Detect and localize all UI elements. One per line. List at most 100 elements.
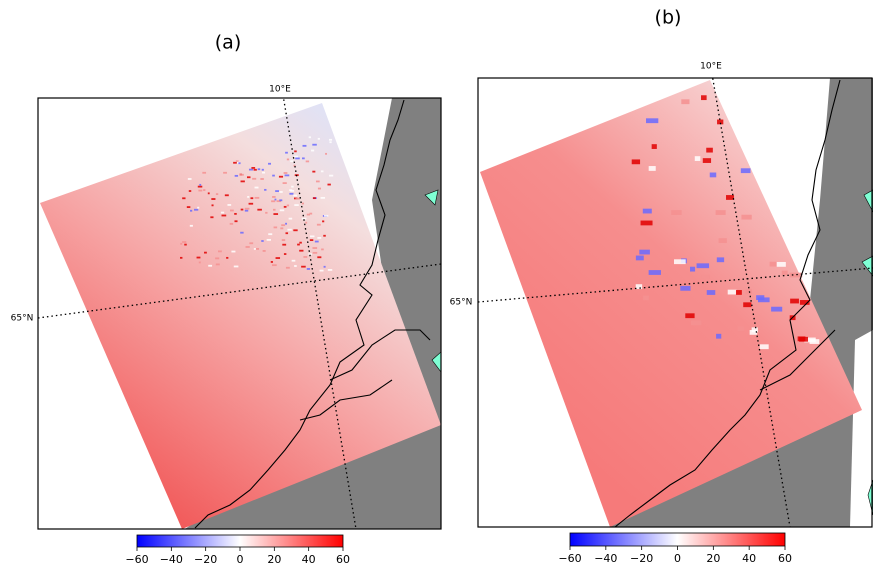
colorbar-tick-label: −20 [194, 553, 217, 566]
texture [262, 250, 266, 252]
texture [306, 268, 311, 270]
texture [199, 183, 202, 186]
colorbar-tick-label: 40 [742, 552, 756, 565]
texture [741, 214, 752, 220]
texture [251, 167, 256, 169]
texture [651, 144, 657, 149]
texture [279, 209, 285, 212]
texture [254, 186, 259, 189]
colorbar-ramp [569, 532, 786, 547]
texture [301, 202, 304, 205]
texture [639, 249, 650, 255]
texture [312, 170, 316, 173]
texture [301, 217, 307, 220]
texture [248, 168, 254, 171]
texture [286, 204, 290, 207]
texture [234, 212, 237, 215]
texture [312, 247, 318, 249]
texture [726, 195, 735, 200]
texture [317, 187, 321, 190]
texture [701, 95, 707, 101]
texture [297, 243, 300, 246]
texture [188, 190, 192, 192]
texture [268, 162, 272, 165]
texture [275, 257, 281, 259]
texture [266, 238, 271, 241]
texture [640, 220, 653, 226]
texture [285, 232, 289, 235]
texture [272, 264, 277, 267]
texture [756, 295, 765, 301]
texture [308, 136, 311, 139]
texture [197, 185, 203, 188]
texture [226, 256, 229, 259]
texture [284, 174, 290, 177]
map-b [478, 78, 873, 527]
texture [273, 213, 279, 215]
texture [324, 214, 329, 217]
texture [631, 159, 641, 165]
texture [745, 289, 752, 295]
texture [215, 263, 220, 266]
texture [281, 224, 286, 227]
lon-label: 10°E [700, 62, 722, 72]
texture [301, 265, 306, 268]
texture [211, 204, 214, 207]
texture [305, 221, 308, 224]
texture [261, 240, 264, 242]
texture [743, 302, 752, 308]
texture [317, 237, 322, 239]
coastline [759, 329, 836, 391]
texture [317, 137, 320, 140]
texture [287, 228, 292, 231]
texture [740, 168, 751, 174]
texture [281, 239, 286, 241]
texture [799, 300, 810, 305]
texture [293, 194, 297, 197]
texture [309, 212, 313, 215]
texture [717, 119, 724, 125]
texture [190, 209, 193, 212]
texture [221, 214, 227, 217]
texture [293, 229, 298, 232]
texture [735, 290, 742, 295]
texture [194, 208, 199, 211]
colorbar-tick-label: −60 [558, 552, 581, 565]
texture [685, 313, 695, 319]
texture [306, 213, 311, 216]
panel-title: (b) [655, 7, 682, 29]
texture [283, 172, 288, 174]
texture [276, 200, 282, 203]
texture [716, 257, 725, 263]
colorbar-tick-label: 20 [706, 552, 720, 565]
texture [272, 174, 275, 177]
texture [283, 253, 287, 255]
texture [286, 158, 290, 161]
texture [769, 261, 777, 267]
texture [635, 284, 643, 290]
colorbar-ramp [136, 534, 344, 548]
texture [299, 241, 302, 244]
texture [325, 152, 327, 155]
texture [799, 336, 809, 342]
texture [260, 178, 264, 180]
texture [709, 172, 717, 178]
texture [186, 206, 191, 208]
colorbar-tick-label: −40 [160, 553, 183, 566]
texture [718, 238, 727, 244]
texture [309, 239, 314, 242]
swath [480, 80, 862, 527]
texture [312, 197, 316, 200]
texture [224, 194, 229, 197]
texture [239, 173, 244, 176]
texture [257, 168, 261, 171]
texture [233, 161, 237, 164]
texture [329, 174, 334, 177]
colorbar-tick-label: 0 [237, 553, 244, 566]
texture [253, 248, 257, 250]
panel-title: (a) [215, 32, 241, 54]
texture [275, 190, 280, 192]
texture [681, 99, 690, 105]
texture [198, 189, 203, 192]
